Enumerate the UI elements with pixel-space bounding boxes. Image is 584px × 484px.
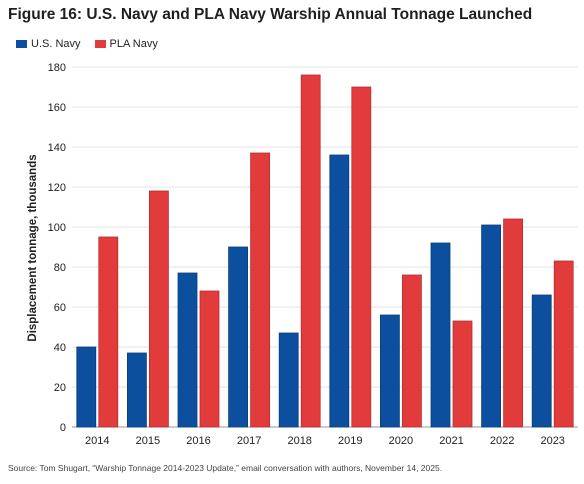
bar-us-navy-2018 bbox=[278, 332, 299, 428]
x-tick-label: 2017 bbox=[237, 435, 261, 447]
y-tick-label: 120 bbox=[48, 182, 66, 194]
y-tick-label: 140 bbox=[48, 142, 66, 154]
source-note: Source: Tom Shugart, “Warship Tonnage 20… bbox=[8, 463, 443, 473]
x-tick-label: 2014 bbox=[85, 435, 109, 447]
bar-us-navy-2019 bbox=[329, 154, 350, 428]
bar-us-navy-2016 bbox=[177, 272, 198, 428]
x-tick-labels: 2014 2015 2016 2017 2018 2019 2020 2021 2022 2023 bbox=[85, 435, 565, 447]
legend-swatch-pla-navy bbox=[94, 40, 106, 48]
y-tick-label: 180 bbox=[48, 62, 66, 74]
x-tick-label: 2023 bbox=[540, 435, 564, 447]
bar-pla-navy-2015 bbox=[148, 190, 169, 428]
y-tick-label: 20 bbox=[54, 382, 66, 394]
bar-us-navy-2014 bbox=[76, 346, 97, 428]
y-tick-label: 160 bbox=[48, 102, 66, 114]
legend: U.S. Navy PLA Navy bbox=[16, 38, 158, 50]
legend-item-pla-navy: PLA Navy bbox=[94, 38, 158, 50]
y-tick-labels: 0 20 40 60 80 100 120 140 160 180 bbox=[48, 62, 66, 434]
y-tick-label: 100 bbox=[48, 222, 66, 234]
bar-us-navy-2022 bbox=[481, 224, 502, 428]
x-tick-label: 2020 bbox=[389, 435, 413, 447]
y-tick-label: 40 bbox=[54, 342, 66, 354]
bar-us-navy-2015 bbox=[127, 352, 147, 428]
bar-pla-navy-2016 bbox=[199, 290, 220, 428]
bar-pla-navy-2019 bbox=[351, 86, 372, 428]
legend-item-us-navy: U.S. Navy bbox=[16, 38, 81, 50]
legend-label-pla-navy: PLA Navy bbox=[109, 38, 158, 50]
x-tick-label: 2015 bbox=[136, 435, 160, 447]
bar-pla-navy-2022 bbox=[503, 218, 524, 428]
y-tick-label: 0 bbox=[60, 422, 66, 434]
bar-pla-navy-2021 bbox=[452, 320, 473, 428]
y-axis-label: Displacement tonnage, thousands bbox=[27, 154, 39, 341]
bar-pla-navy-2020 bbox=[401, 274, 422, 428]
chart-title: Figure 16: U.S. Navy and PLA Navy Warshi… bbox=[8, 6, 533, 23]
bar-us-navy-2017 bbox=[228, 246, 249, 428]
y-tick-label: 60 bbox=[54, 302, 66, 314]
y-tick-label: 80 bbox=[54, 262, 66, 274]
legend-swatch-us-navy bbox=[16, 40, 27, 48]
x-tick-label: 2021 bbox=[439, 435, 463, 447]
bar-us-navy-2021 bbox=[430, 242, 451, 428]
bar-us-navy-2023 bbox=[531, 294, 552, 428]
legend-label-us-navy: U.S. Navy bbox=[31, 38, 81, 50]
bar-pla-navy-2023 bbox=[553, 260, 574, 428]
x-tick-label: 2019 bbox=[338, 435, 362, 447]
x-tick-label: 2016 bbox=[186, 435, 210, 447]
x-tick-label: 2022 bbox=[490, 435, 514, 447]
bars bbox=[76, 74, 574, 428]
grid-lines bbox=[72, 66, 578, 428]
bar-pla-navy-2014 bbox=[98, 236, 119, 428]
bar-pla-navy-2018 bbox=[300, 74, 321, 428]
bar-us-navy-2020 bbox=[379, 314, 400, 428]
bar-pla-navy-2017 bbox=[250, 152, 271, 428]
x-tick-label: 2018 bbox=[287, 435, 311, 447]
